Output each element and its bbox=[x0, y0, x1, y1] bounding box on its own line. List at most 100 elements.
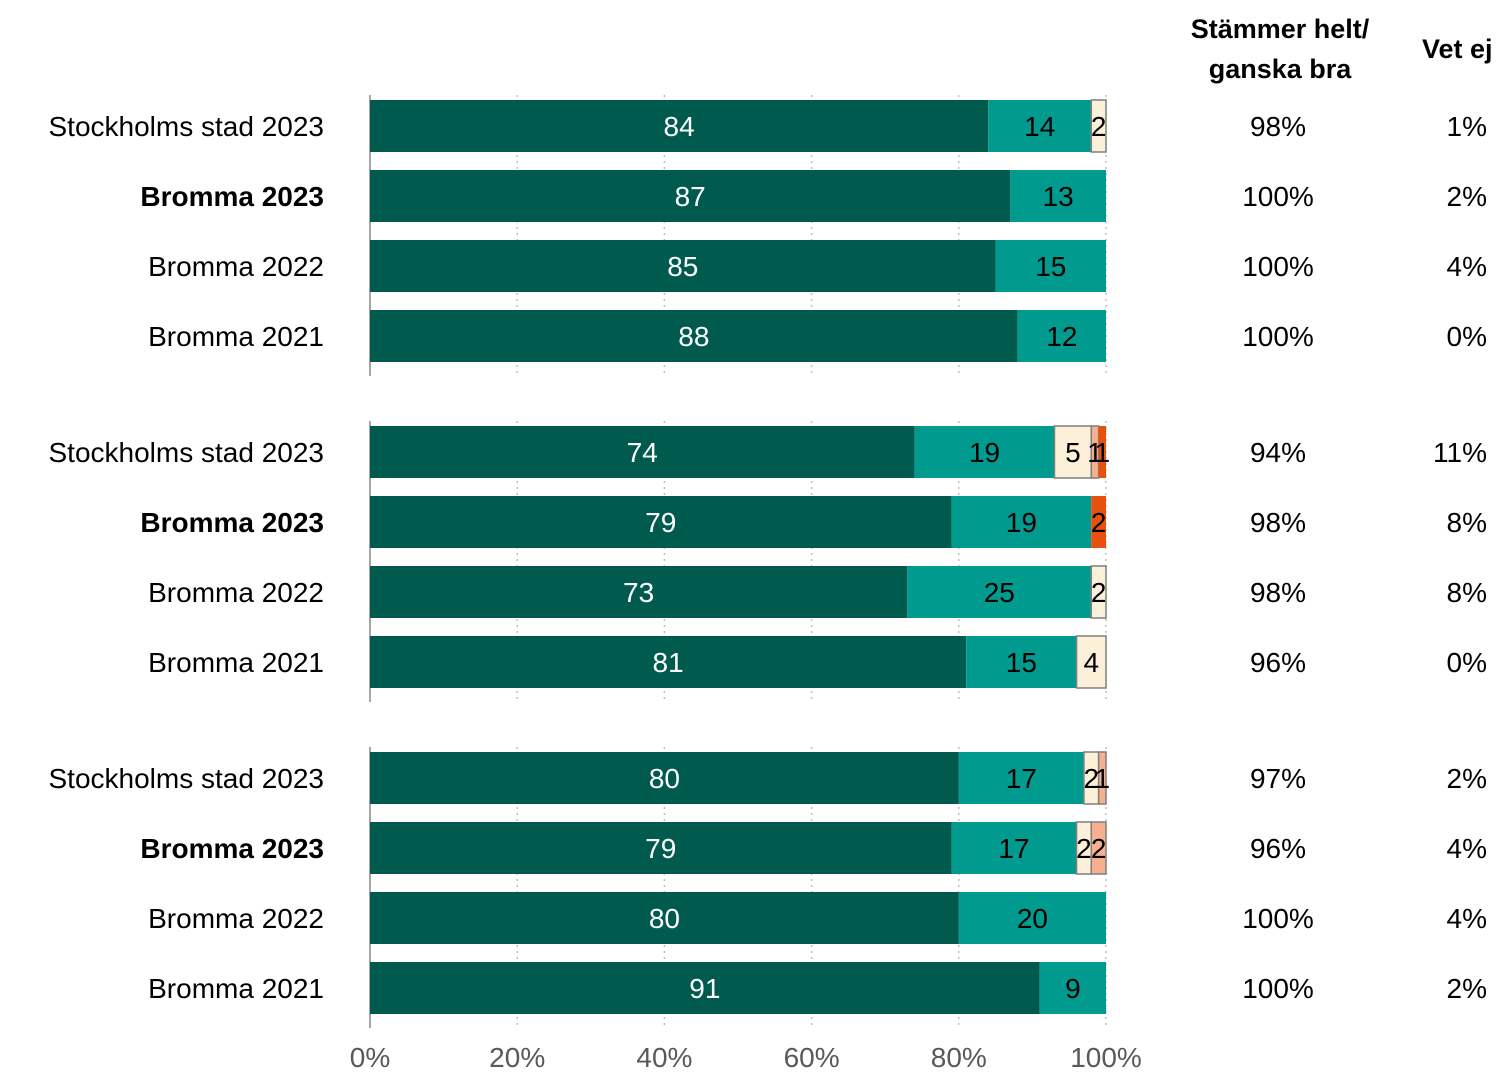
data-label: 2 bbox=[1091, 507, 1107, 538]
data-label: 1 bbox=[1095, 437, 1111, 468]
category-label: Bromma 2023 bbox=[140, 833, 324, 864]
category-label: Bromma 2022 bbox=[148, 251, 324, 282]
bar-segment bbox=[914, 426, 1055, 478]
bar-segment bbox=[1090, 99, 1107, 153]
x-tick-label: 100% bbox=[1070, 1042, 1142, 1073]
dontknow-value: 2% bbox=[1447, 973, 1487, 1004]
dontknow-value: 2% bbox=[1447, 763, 1487, 794]
bar-segment bbox=[370, 566, 908, 618]
bar-segment bbox=[370, 496, 952, 548]
category-label: Bromma 2023 bbox=[140, 181, 324, 212]
category-label: Stockholms stad 2023 bbox=[49, 437, 325, 468]
agree-value: 98% bbox=[1250, 111, 1306, 142]
data-label: 2 bbox=[1091, 833, 1107, 864]
data-label: 74 bbox=[627, 437, 658, 468]
agree-value: 100% bbox=[1242, 321, 1314, 352]
data-label: 84 bbox=[664, 111, 695, 142]
x-tick-label: 40% bbox=[636, 1042, 692, 1073]
bar-segment bbox=[966, 636, 1077, 688]
data-label: 9 bbox=[1065, 973, 1081, 1004]
data-label: 13 bbox=[1043, 181, 1074, 212]
bars: Stockholms stad 2023 84 14 2 98% 1%Bromma 202… bbox=[49, 99, 1487, 1014]
column-headers: Stämmer helt/ ganska bra Vet ej bbox=[1191, 14, 1493, 84]
agree-value: 94% bbox=[1250, 437, 1306, 468]
bar-segment bbox=[1090, 565, 1107, 619]
grid-lines bbox=[369, 95, 1107, 1028]
dontknow-value: 4% bbox=[1447, 833, 1487, 864]
data-label: 20 bbox=[1017, 903, 1048, 934]
data-label: 15 bbox=[1006, 647, 1037, 678]
dontknow-value: 4% bbox=[1447, 251, 1487, 282]
data-label: 17 bbox=[998, 833, 1029, 864]
x-tick-label: 80% bbox=[931, 1042, 987, 1073]
agree-value: 100% bbox=[1242, 903, 1314, 934]
data-label: 15 bbox=[1035, 251, 1066, 282]
data-label: 2 bbox=[1076, 833, 1092, 864]
data-label: 25 bbox=[984, 577, 1015, 608]
dontknow-value: 8% bbox=[1447, 507, 1487, 538]
data-label: 79 bbox=[645, 833, 676, 864]
category-label: Bromma 2022 bbox=[148, 903, 324, 934]
agree-value: 96% bbox=[1250, 833, 1306, 864]
agree-value: 97% bbox=[1250, 763, 1306, 794]
bar-segment bbox=[958, 892, 1106, 944]
data-label: 12 bbox=[1046, 321, 1077, 352]
data-label: 80 bbox=[649, 903, 680, 934]
agree-value: 98% bbox=[1250, 577, 1306, 608]
bar-segment bbox=[951, 822, 1077, 874]
bar-segment bbox=[1010, 170, 1106, 222]
x-axis: 0% 20% 40% 60% 80% 100% bbox=[350, 1042, 1142, 1073]
dontknow-value: 11% bbox=[1433, 437, 1487, 468]
dontknow-value: 8% bbox=[1447, 577, 1487, 608]
bar-segment bbox=[1075, 635, 1107, 689]
bar-segment bbox=[1053, 425, 1093, 479]
data-label: 79 bbox=[645, 507, 676, 538]
bar-segment bbox=[1039, 962, 1106, 1014]
bar-segment bbox=[370, 310, 1018, 362]
data-label: 1 bbox=[1095, 763, 1111, 794]
data-label: 81 bbox=[653, 647, 684, 678]
bar-segment bbox=[370, 962, 1040, 1014]
bar-segment bbox=[995, 240, 1106, 292]
bar-segment bbox=[1098, 426, 1106, 478]
agree-value: 100% bbox=[1242, 181, 1314, 212]
bar-segment bbox=[958, 752, 1084, 804]
data-label: 73 bbox=[623, 577, 654, 608]
category-label: Stockholms stad 2023 bbox=[49, 111, 325, 142]
dontknow-value: 0% bbox=[1447, 321, 1487, 352]
bar-segment bbox=[370, 170, 1011, 222]
category-label: Bromma 2021 bbox=[148, 647, 324, 678]
category-label: Bromma 2023 bbox=[140, 507, 324, 538]
dontknow-value: 1% bbox=[1447, 111, 1487, 142]
bar-segment bbox=[1017, 310, 1106, 362]
data-label: 88 bbox=[678, 321, 709, 352]
bar-segment bbox=[1091, 496, 1106, 548]
data-label: 2 bbox=[1083, 763, 1099, 794]
x-tick-label: 0% bbox=[350, 1042, 390, 1073]
agree-value: 100% bbox=[1242, 973, 1314, 1004]
data-label: 80 bbox=[649, 763, 680, 794]
x-tick-label: 60% bbox=[784, 1042, 840, 1073]
data-label: 91 bbox=[689, 973, 720, 1004]
bar-segment bbox=[370, 240, 996, 292]
data-label: 2 bbox=[1091, 111, 1107, 142]
bar-segment bbox=[988, 100, 1092, 152]
data-label: 5 bbox=[1065, 437, 1081, 468]
data-label: 17 bbox=[1006, 763, 1037, 794]
dontknow-value: 2% bbox=[1447, 181, 1487, 212]
bar-segment bbox=[370, 752, 959, 804]
bar-segment bbox=[370, 100, 989, 152]
agree-header-line1: Stämmer helt/ bbox=[1191, 14, 1370, 44]
agree-header-line2: ganska bra bbox=[1209, 54, 1353, 84]
data-label: 2 bbox=[1091, 577, 1107, 608]
bar-segment bbox=[1097, 751, 1107, 805]
agree-value: 96% bbox=[1250, 647, 1306, 678]
data-label: 85 bbox=[667, 251, 698, 282]
bar-segment bbox=[370, 636, 967, 688]
data-label: 19 bbox=[1006, 507, 1037, 538]
data-label: 14 bbox=[1024, 111, 1055, 142]
data-label: 4 bbox=[1083, 647, 1099, 678]
bar-segment bbox=[1090, 821, 1107, 875]
dontknow-value: 4% bbox=[1447, 903, 1487, 934]
